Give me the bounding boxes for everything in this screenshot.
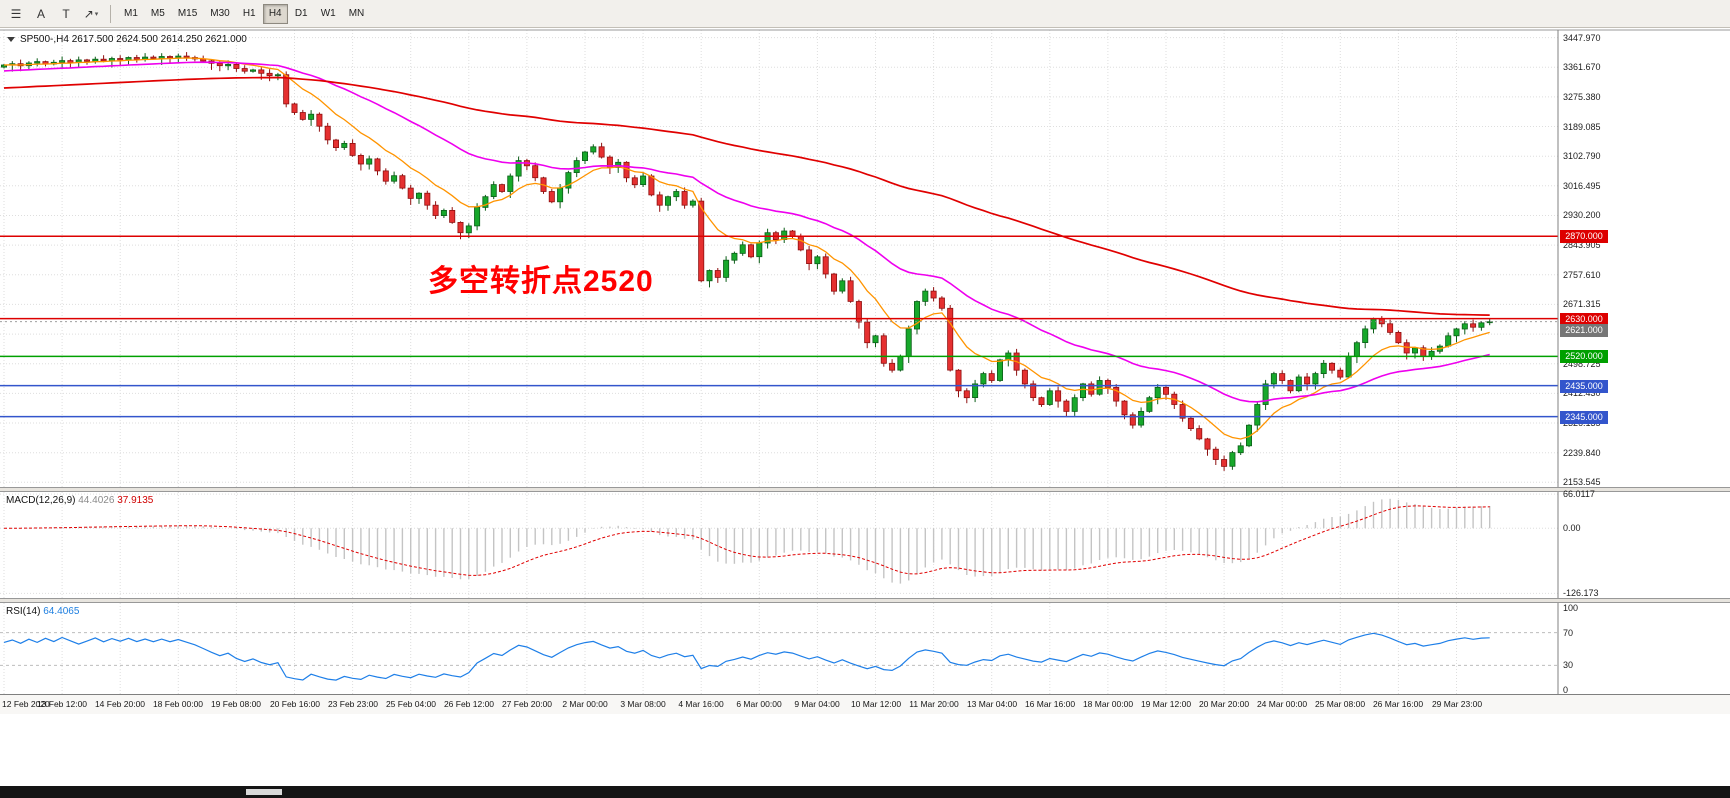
price-axis-label: 2239.840 xyxy=(1563,448,1601,458)
timeframe-m30-button[interactable]: M30 xyxy=(210,8,230,19)
timeframe-w1-button[interactable]: W1 xyxy=(320,8,336,19)
price-axis-label: 2757.610 xyxy=(1563,270,1601,280)
panel-separator-rsi[interactable] xyxy=(0,598,1730,603)
timeframe-m5-button[interactable]: M5 xyxy=(150,8,165,19)
chart-canvas[interactable] xyxy=(0,0,1730,760)
time-axis-label: 9 Mar 04:00 xyxy=(794,699,840,709)
rsi-axis-label: 70 xyxy=(1563,628,1574,638)
taskbar-item[interactable] xyxy=(246,789,282,795)
time-axis-label: 24 Mar 00:00 xyxy=(1256,699,1308,709)
macd-axis-label: -126.173 xyxy=(1563,588,1599,598)
rsi-axis-label: 30 xyxy=(1563,660,1574,670)
price-axis-label: 3102.790 xyxy=(1563,151,1601,161)
timeframe-h4-button[interactable]: H4 xyxy=(262,3,288,24)
price-line-tag[interactable]: 2345.000 xyxy=(1560,411,1608,424)
price-axis-label: 2843.905 xyxy=(1563,240,1601,250)
time-axis-label: 19 Mar 12:00 xyxy=(1140,699,1192,709)
price-axis-label: 3361.670 xyxy=(1563,62,1601,72)
time-axis-label: 29 Mar 23:00 xyxy=(1431,699,1483,709)
price-line-tag[interactable]: 2630.000 xyxy=(1560,313,1608,326)
price-axis-label: 2498.725 xyxy=(1563,359,1601,369)
toolbar: ☰ A T ↗ ▾ M1 M5 M15 M30 H1 H4 D1 W1 MN xyxy=(0,0,1730,28)
price-axis-label: 2930.200 xyxy=(1563,210,1601,220)
time-axis-label: 10 Mar 12:00 xyxy=(850,699,902,709)
time-axis-label: 2 Mar 00:00 xyxy=(562,699,608,709)
timeframe-group: M1 M5 M15 M30 H1 H4 D1 W1 MN xyxy=(118,3,370,24)
macd-name: MACD(12,26,9) xyxy=(6,495,76,506)
timeframe-d1-button[interactable]: D1 xyxy=(294,8,308,19)
price-axis-label: 3016.495 xyxy=(1563,181,1601,191)
rsi-axis-label: 0 xyxy=(1563,685,1569,695)
rsi-label: RSI(14) 64.4065 xyxy=(6,606,79,617)
symbol-ohlc-text: SP500-,H4 2617.500 2624.500 2614.250 262… xyxy=(20,34,247,45)
drawing-tools-group: ☰ A T ↗ ▾ xyxy=(4,3,103,25)
time-axis-label: 23 Feb 23:00 xyxy=(327,699,379,709)
macd-signal-value: 37.9135 xyxy=(117,495,154,506)
chevron-down-icon: ▾ xyxy=(94,10,99,18)
time-axis-label: 20 Feb 16:00 xyxy=(269,699,321,709)
price-line-tag[interactable]: 2435.000 xyxy=(1560,380,1608,393)
panel-separator-macd[interactable] xyxy=(0,487,1730,492)
time-axis-label: 14 Feb 20:00 xyxy=(94,699,146,709)
time-axis-label: 4 Mar 16:00 xyxy=(678,699,724,709)
time-axis-label: 16 Mar 16:00 xyxy=(1024,699,1076,709)
time-axis-label: 26 Feb 12:00 xyxy=(443,699,495,709)
taskbar[interactable] xyxy=(0,786,1730,798)
time-axis-label: 13 Feb 12:00 xyxy=(36,699,88,709)
timeframe-m1-button[interactable]: M1 xyxy=(124,8,138,19)
time-axis-label: 12 Feb 2020 xyxy=(2,699,50,709)
rsi-axis-label: 100 xyxy=(1563,603,1579,613)
bid-price-tag: 2621.000 xyxy=(1560,324,1608,337)
time-axis-label: 26 Mar 16:00 xyxy=(1372,699,1424,709)
chart-symbol-label: SP500-,H4 2617.500 2624.500 2614.250 262… xyxy=(7,34,247,45)
toolbar-separator xyxy=(110,4,111,23)
price-axis-label: 2412.430 xyxy=(1563,388,1601,398)
price-line-tag[interactable]: 2870.000 xyxy=(1560,230,1608,243)
macd-label: MACD(12,26,9) 44.4026 37.9135 xyxy=(6,495,153,506)
rsi-value: 64.4065 xyxy=(43,606,80,617)
arrows-tool-icon[interactable]: ↗ ▾ xyxy=(83,6,99,21)
time-axis-label: 25 Mar 08:00 xyxy=(1314,699,1366,709)
price-axis-label: 3189.085 xyxy=(1563,122,1601,132)
price-axis-label: 3275.380 xyxy=(1563,92,1601,102)
annotation-text: 多空转折点2520 xyxy=(428,265,654,298)
macd-axis-label: 66.0117 xyxy=(1563,489,1595,499)
chart-list-icon[interactable]: ☰ xyxy=(10,6,22,21)
price-axis-label: 3447.970 xyxy=(1563,33,1601,43)
time-axis[interactable] xyxy=(0,694,1730,714)
macd-main-value: 44.4026 xyxy=(78,495,115,506)
text-label-tool-icon[interactable]: A xyxy=(36,6,45,21)
chart-dropdown-icon[interactable] xyxy=(7,37,15,42)
price-axis-label: 2153.545 xyxy=(1563,477,1601,487)
time-axis-label: 25 Feb 04:00 xyxy=(385,699,437,709)
time-axis-label: 19 Feb 08:00 xyxy=(210,699,262,709)
time-axis-label: 27 Feb 20:00 xyxy=(501,699,553,709)
time-axis-label: 18 Feb 00:00 xyxy=(152,699,204,709)
macd-axis-label: 0.00 xyxy=(1563,523,1581,533)
price-line-tag[interactable]: 2520.000 xyxy=(1560,350,1608,363)
rsi-name: RSI(14) xyxy=(6,606,41,617)
time-axis-label: 13 Mar 04:00 xyxy=(966,699,1018,709)
time-axis-label: 6 Mar 00:00 xyxy=(736,699,782,709)
timeframe-h1-button[interactable]: H1 xyxy=(242,8,256,19)
time-axis-label: 20 Mar 20:00 xyxy=(1198,699,1250,709)
time-axis-label: 18 Mar 00:00 xyxy=(1082,699,1134,709)
time-axis-label: 3 Mar 08:00 xyxy=(620,699,666,709)
timeframe-mn-button[interactable]: MN xyxy=(348,8,365,19)
text-tool-icon[interactable]: T xyxy=(62,6,70,21)
timeframe-m15-button[interactable]: M15 xyxy=(177,8,198,19)
price-axis-label: 2671.315 xyxy=(1563,299,1601,309)
time-axis-label: 11 Mar 20:00 xyxy=(909,699,959,709)
